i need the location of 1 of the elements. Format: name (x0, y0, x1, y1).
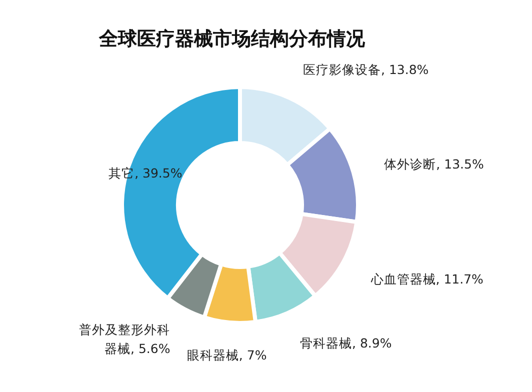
title: 全球医疗器械市场结构分布情况 (99, 29, 365, 50)
